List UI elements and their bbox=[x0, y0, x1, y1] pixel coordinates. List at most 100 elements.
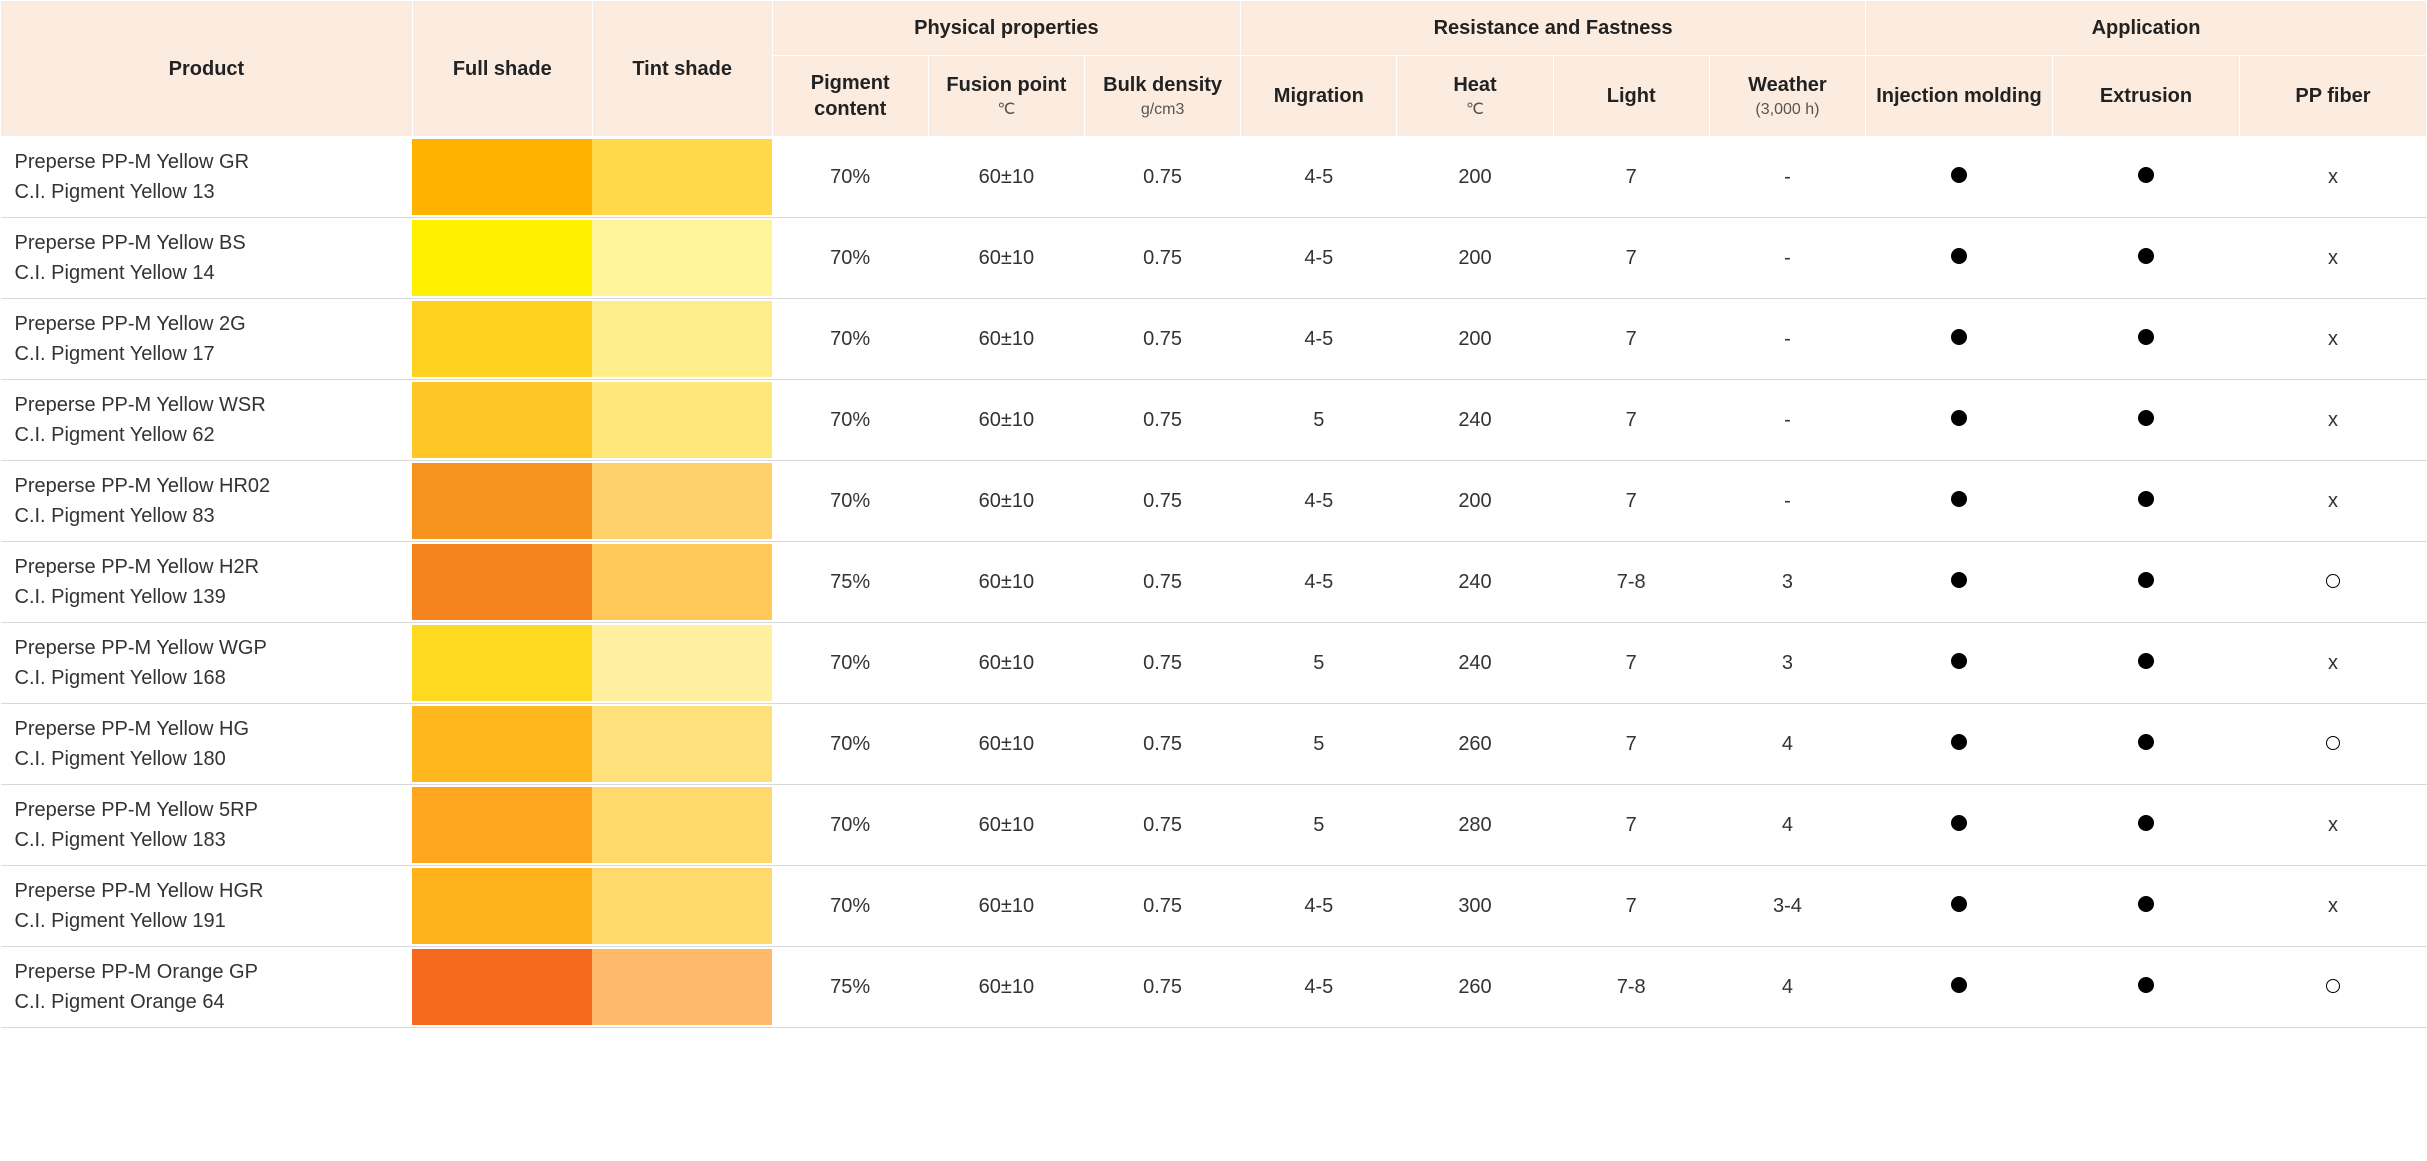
cell-tint-shade bbox=[592, 137, 772, 218]
cell-extrusion bbox=[2052, 299, 2239, 380]
dot-filled-icon bbox=[1951, 329, 1967, 345]
header-bulk-density-unit: g/cm3 bbox=[1091, 100, 1234, 121]
tint-shade-swatch bbox=[592, 139, 772, 215]
header-injection: Injection molding bbox=[1866, 56, 2053, 137]
cell-extrusion bbox=[2052, 947, 2239, 1028]
cell-weather: - bbox=[1709, 137, 1865, 218]
cell-migration: 5 bbox=[1241, 785, 1397, 866]
cell-product: Preperse PP-M Yellow GRC.I. Pigment Yell… bbox=[1, 137, 413, 218]
tint-shade-swatch bbox=[592, 301, 772, 377]
cell-heat: 280 bbox=[1397, 785, 1553, 866]
cell-light: 7-8 bbox=[1553, 947, 1709, 1028]
header-fusion-point-label: Fusion point bbox=[946, 74, 1066, 96]
cell-injection bbox=[1866, 461, 2053, 542]
pigment-table: Product Full shade Tint shade Physical p… bbox=[0, 0, 2427, 1028]
cell-migration: 4-5 bbox=[1241, 461, 1397, 542]
dot-filled-icon bbox=[1951, 410, 1967, 426]
cell-extrusion bbox=[2052, 218, 2239, 299]
cell-light: 7 bbox=[1553, 380, 1709, 461]
cell-pigment-content: 70% bbox=[772, 218, 928, 299]
cell-bulk-density: 0.75 bbox=[1085, 137, 1241, 218]
dot-open-icon bbox=[2326, 979, 2340, 993]
cell-extrusion bbox=[2052, 137, 2239, 218]
cell-heat: 300 bbox=[1397, 866, 1553, 947]
header-bulk-density-label: Bulk density bbox=[1103, 74, 1222, 96]
table-row: Preperse PP-M Yellow HR02C.I. Pigment Ye… bbox=[1, 461, 2427, 542]
tint-shade-swatch bbox=[592, 220, 772, 296]
cell-extrusion bbox=[2052, 380, 2239, 461]
cell-product: Preperse PP-M Yellow 5RPC.I. Pigment Yel… bbox=[1, 785, 413, 866]
product-ci: C.I. Pigment Yellow 14 bbox=[15, 258, 399, 288]
cell-pp-fiber: x bbox=[2239, 218, 2426, 299]
table-row: Preperse PP-M Orange GPC.I. Pigment Oran… bbox=[1, 947, 2427, 1028]
header-heat: Heat ℃ bbox=[1397, 56, 1553, 137]
dot-open-icon bbox=[2326, 574, 2340, 588]
cell-weather: - bbox=[1709, 299, 1865, 380]
cell-heat: 200 bbox=[1397, 299, 1553, 380]
cell-migration: 5 bbox=[1241, 704, 1397, 785]
product-ci: C.I. Pigment Yellow 168 bbox=[15, 663, 399, 693]
full-shade-swatch bbox=[412, 625, 592, 701]
tint-shade-swatch bbox=[592, 868, 772, 944]
product-name: Preperse PP-M Yellow HR02 bbox=[15, 471, 399, 501]
cell-weather: 3 bbox=[1709, 542, 1865, 623]
full-shade-swatch bbox=[412, 544, 592, 620]
cell-tint-shade bbox=[592, 218, 772, 299]
cell-weather: 4 bbox=[1709, 947, 1865, 1028]
cell-full-shade bbox=[412, 299, 592, 380]
cell-full-shade bbox=[412, 542, 592, 623]
cell-fusion-point: 60±10 bbox=[928, 542, 1084, 623]
cell-product: Preperse PP-M Yellow WSRC.I. Pigment Yel… bbox=[1, 380, 413, 461]
cell-extrusion bbox=[2052, 785, 2239, 866]
cell-heat: 240 bbox=[1397, 542, 1553, 623]
x-mark: x bbox=[2328, 328, 2338, 350]
cell-full-shade bbox=[412, 947, 592, 1028]
cell-pp-fiber: x bbox=[2239, 866, 2426, 947]
product-ci: C.I. Pigment Yellow 83 bbox=[15, 501, 399, 531]
product-ci: C.I. Pigment Yellow 180 bbox=[15, 744, 399, 774]
cell-tint-shade bbox=[592, 866, 772, 947]
cell-product: Preperse PP-M Yellow HR02C.I. Pigment Ye… bbox=[1, 461, 413, 542]
cell-tint-shade bbox=[592, 785, 772, 866]
header-pp-fiber: PP fiber bbox=[2239, 56, 2426, 137]
x-mark: x bbox=[2328, 814, 2338, 836]
cell-full-shade bbox=[412, 137, 592, 218]
cell-weather: 4 bbox=[1709, 785, 1865, 866]
table-row: Preperse PP-M Yellow 2GC.I. Pigment Yell… bbox=[1, 299, 2427, 380]
full-shade-swatch bbox=[412, 301, 592, 377]
product-ci: C.I. Pigment Yellow 17 bbox=[15, 339, 399, 369]
table-row: Preperse PP-M Yellow GRC.I. Pigment Yell… bbox=[1, 137, 2427, 218]
cell-full-shade bbox=[412, 623, 592, 704]
cell-light: 7 bbox=[1553, 785, 1709, 866]
cell-migration: 5 bbox=[1241, 623, 1397, 704]
table-header: Product Full shade Tint shade Physical p… bbox=[1, 1, 2427, 137]
cell-fusion-point: 60±10 bbox=[928, 866, 1084, 947]
cell-full-shade bbox=[412, 380, 592, 461]
cell-light: 7-8 bbox=[1553, 542, 1709, 623]
cell-light: 7 bbox=[1553, 461, 1709, 542]
cell-injection bbox=[1866, 947, 2053, 1028]
cell-injection bbox=[1866, 866, 2053, 947]
dot-filled-icon bbox=[2138, 653, 2154, 669]
cell-weather: 4 bbox=[1709, 704, 1865, 785]
cell-injection bbox=[1866, 704, 2053, 785]
dot-filled-icon bbox=[1951, 896, 1967, 912]
cell-tint-shade bbox=[592, 461, 772, 542]
cell-product: Preperse PP-M Yellow WGPC.I. Pigment Yel… bbox=[1, 623, 413, 704]
cell-pigment-content: 70% bbox=[772, 299, 928, 380]
full-shade-swatch bbox=[412, 139, 592, 215]
dot-filled-icon bbox=[2138, 734, 2154, 750]
header-tint-shade: Tint shade bbox=[592, 1, 772, 137]
cell-migration: 4-5 bbox=[1241, 299, 1397, 380]
header-bulk-density: Bulk density g/cm3 bbox=[1085, 56, 1241, 137]
table-row: Preperse PP-M Yellow HGC.I. Pigment Yell… bbox=[1, 704, 2427, 785]
product-name: Preperse PP-M Yellow H2R bbox=[15, 552, 399, 582]
dot-filled-icon bbox=[1951, 248, 1967, 264]
cell-pigment-content: 70% bbox=[772, 785, 928, 866]
cell-light: 7 bbox=[1553, 704, 1709, 785]
table-row: Preperse PP-M Yellow WSRC.I. Pigment Yel… bbox=[1, 380, 2427, 461]
cell-pp-fiber bbox=[2239, 947, 2426, 1028]
cell-fusion-point: 60±10 bbox=[928, 299, 1084, 380]
cell-tint-shade bbox=[592, 704, 772, 785]
cell-heat: 260 bbox=[1397, 947, 1553, 1028]
